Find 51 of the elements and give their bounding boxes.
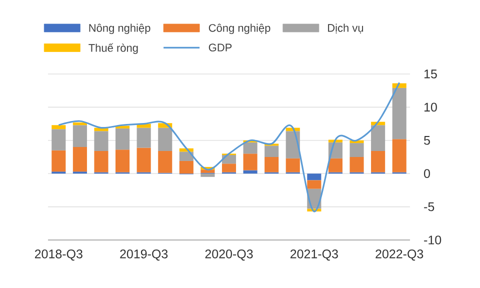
bar <box>307 180 322 189</box>
bar <box>158 128 172 152</box>
bar <box>200 174 215 177</box>
bar <box>371 125 386 152</box>
bar <box>136 128 151 148</box>
legend-label: Dịch vụ <box>328 24 364 34</box>
bar <box>371 151 386 172</box>
bar <box>52 150 66 172</box>
bar <box>243 142 258 154</box>
x-tick-label: 2018-Q3 <box>34 250 82 261</box>
y-tick-label: 10 <box>424 102 437 112</box>
line-series <box>58 82 400 212</box>
legend-label: Thuế ròng <box>88 43 138 54</box>
bar <box>94 131 108 152</box>
bar <box>243 154 258 170</box>
legend-label: GDP <box>208 44 232 52</box>
bar <box>179 160 194 174</box>
legend-label: Công nghiệp <box>208 24 270 34</box>
bar <box>243 170 258 174</box>
bar <box>307 174 322 180</box>
x-tick-label: 2021-Q3 <box>290 250 338 261</box>
x-tick-label: 2019-Q3 <box>120 250 168 261</box>
bar <box>286 131 300 158</box>
bar <box>72 147 87 172</box>
y-tick-label: 15 <box>424 70 437 78</box>
bar <box>328 158 342 172</box>
y-tick-label: 5 <box>424 136 430 145</box>
bar <box>158 151 172 173</box>
bar <box>350 143 364 157</box>
bar <box>52 125 66 130</box>
bar <box>72 125 87 148</box>
x-tick-label: 2020-Q3 <box>205 250 253 261</box>
bar <box>222 164 236 172</box>
bar <box>94 151 108 172</box>
bar <box>116 128 130 150</box>
x-tick-label: 2022-Q3 <box>376 250 424 261</box>
bar <box>179 152 194 161</box>
bar <box>116 150 130 172</box>
bar <box>136 148 151 172</box>
bar <box>350 156 364 172</box>
y-tick-label: -10 <box>424 236 442 244</box>
bar <box>392 139 406 172</box>
bar <box>200 170 215 173</box>
y-tick-label: 0 <box>424 169 430 178</box>
legend-label: Nông nghiệp <box>89 24 150 34</box>
y-tick-label: -5 <box>424 202 434 212</box>
bar <box>264 146 279 157</box>
bar <box>392 88 406 140</box>
bar <box>264 156 279 172</box>
bar <box>52 129 66 150</box>
bar <box>286 158 300 172</box>
